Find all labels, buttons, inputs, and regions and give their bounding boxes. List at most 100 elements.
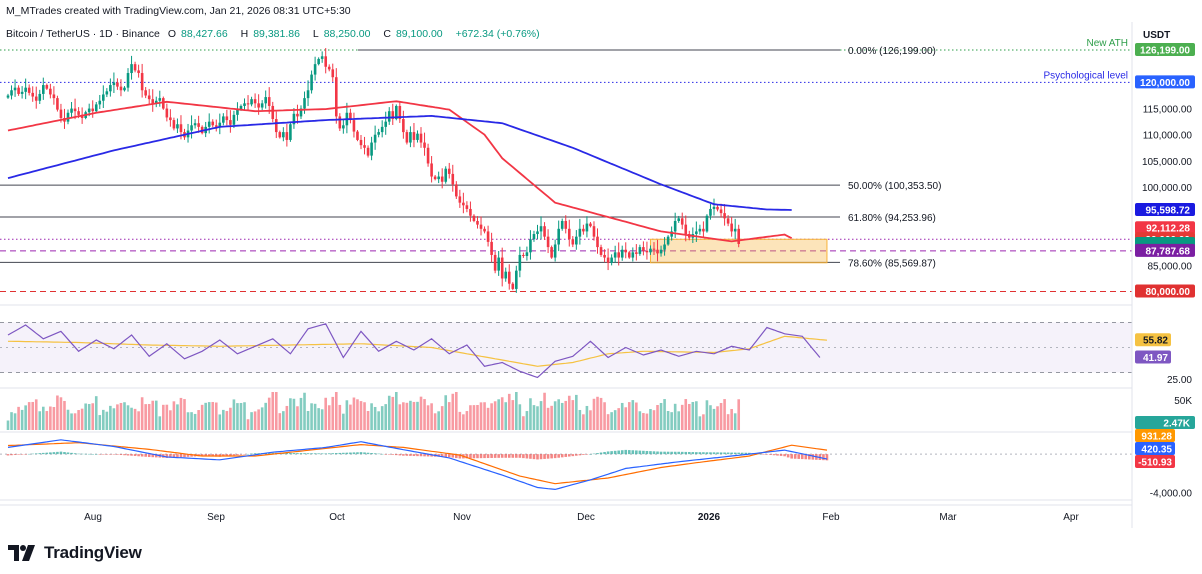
candle	[123, 87, 126, 91]
macd-histogram-bar	[38, 453, 42, 455]
currency-label[interactable]: USDT	[1143, 30, 1171, 41]
candle	[613, 252, 617, 258]
macd-histogram-bar	[172, 454, 176, 458]
candle	[391, 111, 395, 120]
volume-bar	[402, 402, 405, 430]
candle	[179, 124, 183, 133]
volume-bar	[204, 402, 207, 430]
candle	[193, 123, 197, 126]
volume-bar	[395, 392, 398, 430]
volume-bar	[165, 404, 169, 430]
volume-bar	[444, 395, 448, 430]
volume-bar	[232, 399, 236, 430]
volume-bar	[151, 400, 155, 430]
volume-bar	[532, 405, 536, 430]
volume-bar	[313, 403, 317, 430]
level-annotation: Psychological level	[1044, 70, 1129, 81]
volume-bar	[239, 402, 243, 430]
volume-bar	[59, 397, 63, 430]
candle	[716, 206, 719, 210]
candle	[444, 168, 448, 182]
macd-histogram-bar	[673, 451, 677, 455]
macd-histogram-bar	[790, 454, 793, 459]
macd-histogram-bar	[772, 454, 776, 456]
volume-bar	[352, 397, 356, 430]
macd-histogram-bar	[652, 451, 656, 455]
candle	[34, 96, 38, 101]
macd-histogram-bar	[363, 452, 366, 455]
macd-value-tag	[1135, 455, 1175, 468]
candle	[723, 213, 726, 219]
volume-bar	[282, 411, 285, 430]
macd-histogram-bar	[532, 454, 536, 460]
volume-bar	[56, 395, 59, 430]
candle	[529, 239, 532, 253]
candle	[313, 64, 317, 75]
volume-bar	[345, 400, 349, 430]
volume-bar	[211, 401, 215, 430]
macd-histogram-bar	[504, 454, 508, 458]
volume-bar	[84, 403, 87, 430]
candle	[207, 121, 211, 127]
time-axis-label: Aug	[84, 512, 102, 523]
candle	[197, 123, 200, 127]
candle	[737, 228, 741, 244]
macd-histogram-bar	[582, 454, 585, 455]
candle	[119, 86, 123, 91]
macd-histogram-bar	[800, 454, 804, 460]
candle	[698, 228, 702, 232]
candle	[303, 98, 306, 109]
volume-bar	[437, 411, 440, 430]
volume-bar	[712, 408, 716, 430]
rsi-axis-tick: 25.00	[1167, 375, 1192, 386]
macd-histogram-bar	[776, 454, 779, 456]
candle	[603, 254, 606, 258]
volume-bar	[617, 408, 620, 430]
macd-histogram-bar	[560, 454, 564, 458]
volume-bar	[190, 412, 193, 430]
macd-histogram-bar	[250, 453, 253, 455]
macd-histogram-bar	[405, 454, 409, 456]
macd-histogram-bar	[271, 452, 275, 455]
candle	[151, 99, 155, 104]
volume-bar	[447, 402, 451, 430]
macd-histogram-bar	[380, 453, 384, 455]
macd-histogram-bar	[822, 454, 825, 461]
macd-histogram-bar	[229, 454, 232, 456]
volume-bar	[123, 402, 126, 430]
volume-bar	[112, 408, 116, 430]
volume-bar	[77, 410, 80, 430]
candle	[642, 247, 645, 251]
volume-bar	[627, 402, 631, 430]
volume-bar	[642, 413, 645, 430]
candle	[447, 168, 451, 174]
macd-histogram-bar	[500, 454, 504, 458]
macd-histogram-bar	[610, 451, 613, 455]
symbol-title[interactable]: Bitcoin / TetherUS · 1D · Binance	[6, 28, 160, 40]
macd-histogram-bar	[324, 453, 327, 455]
macd-signal-line	[7, 442, 828, 485]
candle	[596, 236, 599, 248]
candle	[370, 142, 373, 156]
macd-histogram-bar	[666, 451, 670, 455]
volume-bar	[267, 397, 271, 430]
macd-histogram-bar	[94, 454, 98, 455]
candle	[437, 176, 440, 180]
candle	[77, 111, 80, 115]
volume-bar	[500, 397, 504, 430]
volume-bar	[550, 405, 553, 430]
macd-histogram-bar	[589, 454, 592, 455]
macd-histogram-bar	[578, 454, 582, 456]
volume-bar	[317, 408, 320, 430]
candle	[656, 249, 659, 254]
candle	[557, 228, 560, 245]
price-axis-tick: 105,000.00	[1142, 157, 1192, 168]
volume-bar	[476, 405, 479, 430]
macd-histogram-bar	[419, 454, 423, 457]
macd-histogram-bar	[493, 454, 497, 458]
candle	[292, 113, 296, 125]
macd-histogram-bar	[190, 454, 193, 457]
volume-bar	[366, 411, 370, 430]
macd-histogram-bar	[797, 454, 801, 459]
